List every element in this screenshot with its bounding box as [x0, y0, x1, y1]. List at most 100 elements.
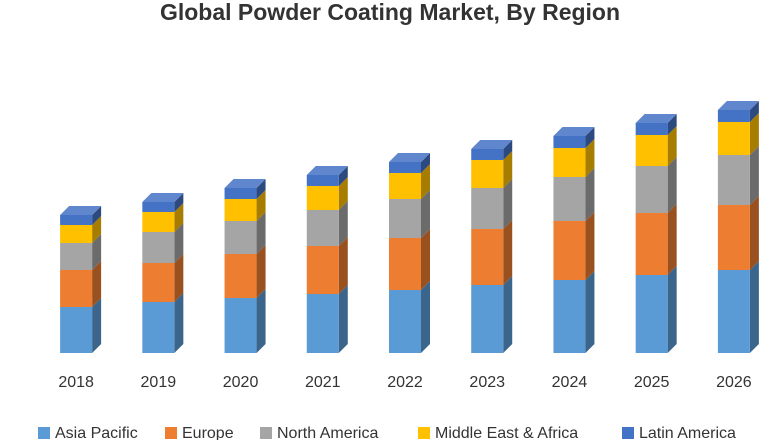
bar-side — [503, 220, 513, 285]
bar-top — [306, 166, 348, 175]
bar-side — [174, 223, 184, 263]
bar-side — [667, 126, 677, 166]
legend-label: Asia Pacific — [55, 425, 138, 440]
bar-segment — [224, 254, 257, 298]
bar-side — [174, 293, 184, 353]
bar-segment — [553, 136, 586, 148]
bar-segment — [471, 229, 504, 285]
bar-side — [338, 166, 348, 186]
x-tick-label: 2025 — [634, 374, 670, 391]
bar-side — [174, 193, 184, 212]
bar-segment — [717, 205, 750, 270]
bar-side — [421, 153, 430, 173]
bar-side — [174, 254, 184, 302]
bar-side — [749, 113, 759, 155]
bar-segment — [142, 302, 175, 353]
bar-side — [421, 229, 430, 290]
legend-swatch — [418, 427, 430, 439]
bar-side — [338, 201, 348, 246]
bar-top — [142, 193, 184, 202]
bar-segment — [389, 173, 421, 199]
bar-segment — [306, 186, 339, 210]
bar-side — [421, 281, 430, 353]
x-tick-label: 2018 — [58, 374, 94, 391]
bar-side — [503, 179, 513, 229]
bar-side — [338, 237, 348, 294]
bar-segment — [553, 177, 586, 221]
x-tick-label: 2021 — [305, 374, 341, 391]
bar-segment — [553, 221, 586, 280]
legend-swatch — [165, 427, 177, 439]
bar-top — [717, 101, 759, 110]
bar-side — [585, 139, 595, 177]
bar-segment — [635, 135, 668, 166]
bar-side — [421, 164, 430, 199]
bar-segment — [553, 148, 586, 177]
bar-segment — [635, 166, 668, 213]
bar-segment — [389, 162, 421, 173]
bar-side — [338, 285, 348, 353]
bar-segment — [471, 160, 504, 188]
legend-label: North America — [277, 425, 378, 440]
legend-label: Europe — [182, 425, 234, 440]
bar-side — [667, 114, 677, 135]
bar-side — [256, 245, 266, 298]
bar-segment — [717, 155, 750, 205]
bar-segment — [142, 232, 175, 263]
bar-segment — [60, 215, 93, 225]
bar-segment — [389, 290, 421, 353]
bar-side — [585, 168, 595, 221]
bar-side — [585, 212, 595, 280]
legend-swatch — [622, 427, 634, 439]
bar-side — [749, 146, 759, 205]
bar-segment — [306, 294, 339, 353]
bar-segment — [306, 246, 339, 294]
bar-segment — [60, 225, 93, 243]
x-tick-label: 2022 — [387, 374, 423, 391]
bar-side — [174, 203, 184, 232]
bar-segment — [471, 188, 504, 229]
bar-side — [92, 206, 102, 225]
x-tick-label: 2024 — [552, 374, 588, 391]
x-tick-label: 2023 — [469, 374, 505, 391]
bar-top — [224, 179, 266, 188]
bar-segment — [635, 123, 668, 135]
bar-segment — [306, 175, 339, 186]
bar-segment — [717, 122, 750, 155]
bar-segment — [471, 149, 504, 160]
bar-segment — [717, 110, 750, 122]
bar-top — [60, 206, 102, 215]
bar-segment — [224, 199, 257, 221]
bar-top — [471, 140, 513, 149]
legend-swatch — [260, 427, 272, 439]
bar-side — [503, 140, 513, 160]
bar-segment — [60, 307, 93, 353]
bar-side — [667, 204, 677, 275]
bar-side — [749, 101, 759, 122]
bar-side — [256, 289, 266, 353]
bar-side — [749, 196, 759, 270]
bar-segment — [389, 238, 421, 290]
bar-side — [421, 190, 430, 238]
bar-segment — [389, 199, 421, 238]
bar-segment — [553, 280, 586, 353]
bar-segment — [60, 270, 93, 307]
bar-segment — [224, 188, 257, 199]
bar-segment — [142, 263, 175, 302]
bar-top — [635, 114, 677, 123]
bar-segment — [224, 221, 257, 254]
x-tick-label: 2026 — [716, 374, 752, 391]
bar-segment — [224, 298, 257, 353]
bar-side — [92, 298, 102, 353]
legend-label: Latin America — [639, 425, 736, 440]
bar-side — [503, 151, 513, 188]
x-tick-label: 2020 — [223, 374, 259, 391]
bar-side — [585, 127, 595, 148]
bar-segment — [635, 213, 668, 275]
bar-side — [749, 261, 759, 353]
bar-segment — [142, 212, 175, 232]
bar-segment — [306, 210, 339, 246]
legend-label: Middle East & Africa — [435, 425, 578, 440]
bar-segment — [60, 243, 93, 270]
